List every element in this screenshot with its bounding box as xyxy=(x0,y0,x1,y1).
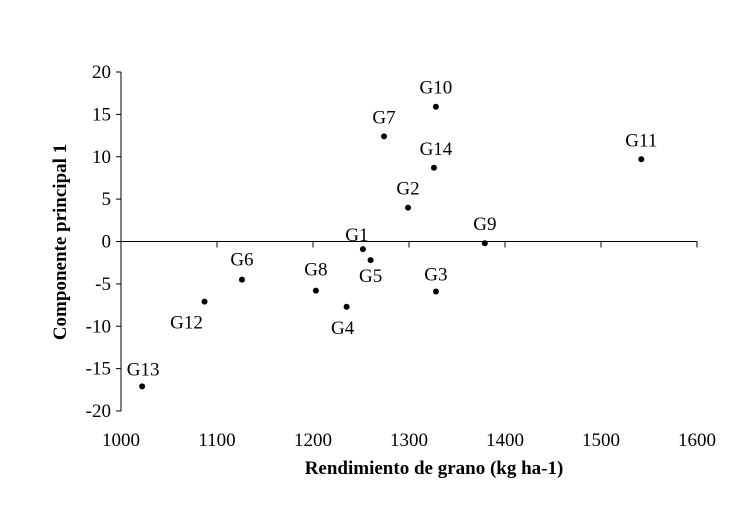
y-tick-label: 10 xyxy=(92,147,111,168)
point-label-g10: G10 xyxy=(420,78,453,99)
y-tick-label: -20 xyxy=(86,401,111,422)
data-point-g1 xyxy=(359,246,366,253)
data-point-g14 xyxy=(430,164,437,171)
point-label-g2: G2 xyxy=(396,179,419,200)
data-point-g13 xyxy=(139,383,146,390)
x-tick-label: 1000 xyxy=(102,430,140,451)
x-tick-label: 1100 xyxy=(198,430,235,451)
point-label-g1: G1 xyxy=(345,225,368,246)
y-tick-label: -15 xyxy=(86,359,111,380)
x-axis-ticks: 1000 1100 1200 1300 1400 1500 1600 xyxy=(102,241,716,451)
y-tick-label: -5 xyxy=(95,274,111,295)
x-tick-label: 1500 xyxy=(582,430,620,451)
y-tick-label: 0 xyxy=(102,232,112,253)
data-point-g4 xyxy=(343,303,350,310)
point-label-g14: G14 xyxy=(420,139,453,160)
x-tick-label: 1300 xyxy=(390,430,428,451)
data-point-g7 xyxy=(381,133,388,140)
data-point-g8 xyxy=(312,287,319,294)
data-point-g10 xyxy=(432,103,439,110)
data-point-g11 xyxy=(638,156,645,163)
point-label-g9: G9 xyxy=(473,214,496,235)
data-point-g9 xyxy=(481,240,488,247)
data-point-g6 xyxy=(238,276,245,283)
y-tick-label: -10 xyxy=(86,316,111,337)
x-tick-label: 1600 xyxy=(678,430,716,451)
point-label-g12: G12 xyxy=(170,313,203,334)
y-axis-ticks: 20 15 10 5 0 -5 -10 -15 -20 xyxy=(86,62,121,422)
x-tick-label: 1200 xyxy=(294,430,332,451)
point-label-g8: G8 xyxy=(304,260,327,281)
y-tick-label: 5 xyxy=(102,189,112,210)
point-label-g4: G4 xyxy=(331,318,355,339)
y-axis-title: Componente principal 1 xyxy=(50,144,71,340)
data-point-g5 xyxy=(367,257,374,264)
point-label-g3: G3 xyxy=(424,265,447,286)
x-axis-title: Rendimiento de grano (kg ha-1) xyxy=(305,458,564,479)
point-label-g7: G7 xyxy=(372,107,395,128)
data-point-g12 xyxy=(201,298,208,305)
data-points: G1 G2 G3 G4 G5 G6 G7 G8 G9 G10 G11 G12 G13 G14 xyxy=(127,78,657,390)
point-label-g5: G5 xyxy=(359,266,382,287)
y-tick-label: 20 xyxy=(92,62,111,83)
y-tick-label: 15 xyxy=(92,104,111,125)
x-tick-label: 1400 xyxy=(486,430,524,451)
point-label-g11: G11 xyxy=(625,130,657,151)
point-label-g13: G13 xyxy=(127,359,160,380)
point-label-g6: G6 xyxy=(230,250,253,271)
data-point-g3 xyxy=(432,288,439,295)
data-point-g2 xyxy=(405,204,412,211)
